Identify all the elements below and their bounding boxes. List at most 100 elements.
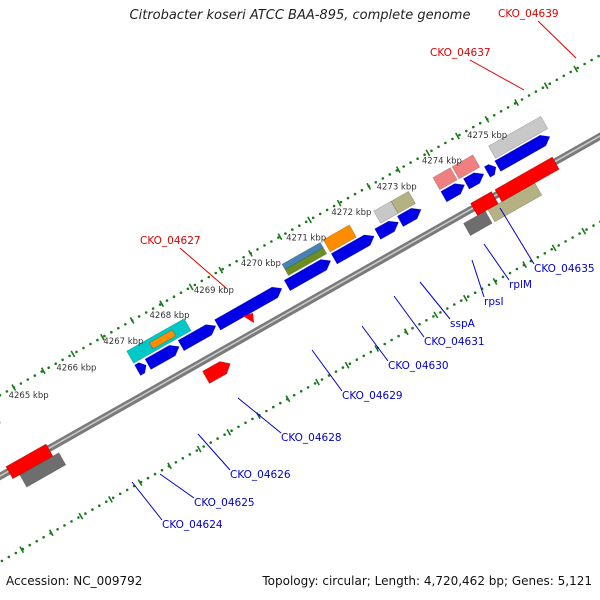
outer-dotted-guide-dot — [272, 405, 275, 409]
inner-dotted-guide-dot — [437, 145, 440, 149]
inner-dotted-guide-dot — [520, 98, 524, 101]
inner-dotted-guide-dot — [569, 70, 572, 74]
inner-guide-dash — [366, 182, 372, 190]
outer-dotted-guide-dot — [28, 543, 32, 547]
inner-guide-dash — [70, 350, 76, 358]
inner-dotted-guide-dot — [304, 220, 308, 224]
outer-dotted-guide-dot — [439, 311, 442, 314]
gene-label: CKO_04624 — [162, 519, 223, 531]
inner-dotted-guide-dot — [235, 259, 238, 263]
outer-guide-dash — [196, 445, 202, 453]
outer-dotted-guide-dot — [105, 500, 108, 504]
inner-dotted-guide-dot — [339, 200, 343, 204]
outer-dotted-guide-dot — [56, 528, 59, 531]
gene-label: CKO_04626 — [230, 469, 291, 481]
outer-dotted-guide-dot — [63, 524, 66, 527]
inner-dotted-guide-dot — [451, 137, 454, 141]
ruler-tick-label: 4272 kbp — [331, 208, 371, 218]
inner-guide-dash — [218, 266, 224, 274]
outer-guide-dash — [522, 261, 527, 269]
inner-dotted-guide-dot — [200, 279, 204, 283]
gene-bar-red — [470, 191, 499, 216]
outer-dotted-guide-dot — [125, 488, 129, 492]
gene-bar-light-gray — [488, 115, 549, 159]
inner-dotted-guide-dot — [179, 291, 183, 295]
genome-summary-text: Topology: circular; Length: 4,720,462 bp… — [262, 574, 592, 588]
gene-label: CKO_04625 — [194, 497, 255, 509]
inner-dotted-guide-dot — [68, 354, 71, 358]
inner-dotted-guide-dot — [144, 311, 148, 314]
inner-guide-dash — [425, 149, 431, 157]
inner-dotted-guide-dot — [444, 141, 447, 145]
inner-dotted-guide-dot — [548, 82, 552, 85]
inner-dotted-guide-dot — [374, 181, 378, 184]
outer-dotted-guide-dot — [265, 409, 268, 413]
inner-dotted-guide-dot — [298, 224, 301, 227]
gene-bar-khaki — [390, 190, 416, 214]
inner-dotted-guide-dot — [284, 232, 287, 235]
gene-bar-blue — [440, 183, 466, 203]
outer-dotted-guide-dot — [195, 449, 199, 452]
outer-dotted-guide-dot — [84, 512, 87, 515]
outer-dotted-guide-dot — [564, 240, 567, 243]
inner-dotted-guide-dot — [242, 255, 245, 259]
inner-dotted-guide-dot — [388, 173, 392, 176]
outer-dotted-guide — [0, 220, 600, 563]
gene-label: CKO_04631 — [424, 336, 485, 348]
outer-dotted-guide-dot — [348, 362, 352, 366]
inner-dotted-guide-dot — [527, 94, 531, 97]
gene-bar-pink — [432, 167, 458, 191]
inner-dotted-guide-dot — [416, 157, 419, 160]
gene-leader-line — [197, 433, 231, 471]
gene-leader-line — [471, 259, 485, 298]
gene-bar-orange — [149, 329, 177, 350]
inner-guide-dash — [395, 166, 401, 173]
ruler-tick-label: 4273 kbp — [377, 182, 417, 192]
inner-dotted-guide-dot — [19, 382, 23, 385]
outer-guide-dash — [108, 495, 113, 503]
outer-guide-dash — [315, 378, 320, 386]
outer-guide-dash — [344, 361, 350, 369]
inner-dotted-guide-dot — [165, 299, 169, 302]
outer-dotted-guide-dot — [299, 390, 303, 393]
inner-guide-dash — [100, 333, 105, 341]
gene-label: rplM — [509, 279, 532, 291]
ruler-tick-label: 4270 kbp — [241, 259, 281, 269]
inner-dotted-guide-dot — [499, 110, 503, 113]
gene-bar-gray — [19, 452, 67, 488]
gene-bar-red — [5, 443, 54, 480]
outer-dotted-guide-dot — [536, 255, 540, 259]
outer-dotted-guide-dot — [341, 366, 345, 369]
gene-bar-steel — [281, 242, 324, 270]
inner-guide-dash — [307, 216, 312, 224]
inner-dotted-guide-dot — [124, 323, 127, 326]
outer-dotted-guide-dot — [501, 275, 505, 279]
gene-label: CKO_04635 — [534, 263, 595, 275]
inner-dotted-guide-dot — [360, 188, 364, 192]
inner-dotted-guide-dot — [311, 216, 315, 220]
inner-dotted-guide-dot — [186, 287, 190, 291]
inner-dotted-guide-dot — [82, 346, 85, 350]
outer-dotted-guide-dot — [292, 393, 296, 397]
outer-dotted-guide-dot — [369, 350, 373, 354]
outer-guide-dash — [374, 345, 380, 352]
gene-bar-orange — [322, 224, 357, 253]
gene-bar-blue — [494, 134, 551, 172]
outer-dotted-guide-dot — [592, 224, 595, 227]
inner-dotted-guide-dot — [318, 212, 322, 216]
outer-guide-dash — [167, 462, 172, 470]
inner-dotted-guide-dot — [96, 338, 99, 342]
outer-dotted-guide-dot — [0, 559, 4, 563]
ruler-tick-label: 4269 kbp — [194, 286, 234, 296]
outer-dotted-guide-dot — [35, 539, 38, 543]
gene-leader-line — [537, 20, 577, 59]
gene-bar-blue — [283, 259, 332, 292]
gene-bar-blue — [462, 172, 485, 190]
inner-guide-dash — [188, 283, 194, 291]
backbone-line-highlight — [0, 135, 600, 477]
outer-dotted-guide-dot — [383, 342, 387, 346]
outer-dotted-guide-dot — [98, 504, 101, 508]
gene-leader-line — [499, 207, 535, 265]
